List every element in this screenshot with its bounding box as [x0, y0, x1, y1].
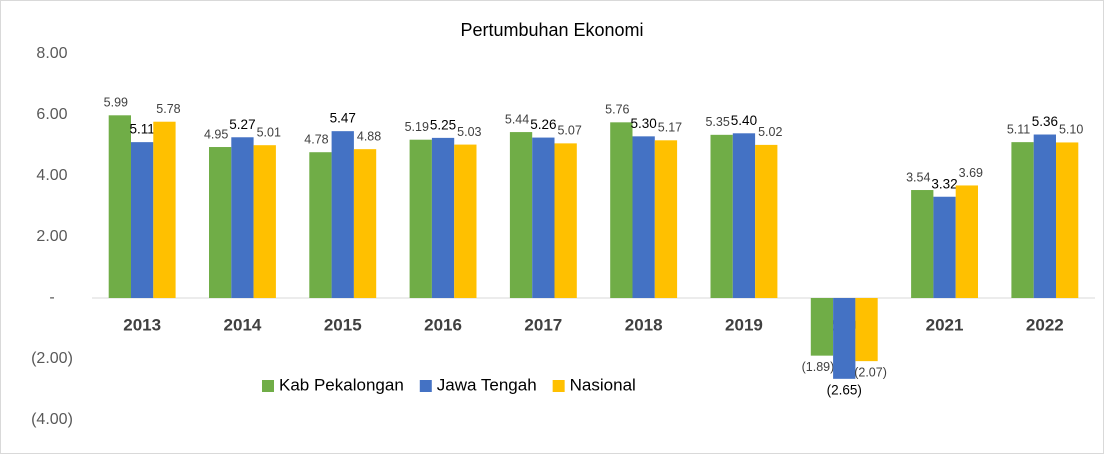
bar: [1011, 142, 1034, 298]
value-label: 5.07: [557, 124, 581, 138]
value-label: 5.36: [1032, 114, 1058, 129]
value-label: 5.27: [229, 117, 255, 132]
y-tick-label: (2.00): [31, 350, 73, 367]
value-label: 4.78: [304, 133, 328, 147]
value-label: 4.95: [204, 127, 228, 141]
value-label: 5.40: [731, 113, 757, 128]
bar: [933, 196, 956, 298]
value-label: 5.26: [530, 117, 556, 132]
bar: [610, 122, 633, 298]
x-tick-label: 2022: [1026, 315, 1064, 334]
value-label: 3.69: [959, 166, 983, 180]
x-tick-label: 2019: [725, 315, 763, 334]
bar: [955, 185, 978, 298]
bar: [710, 134, 733, 298]
value-label: 5.44: [505, 112, 529, 126]
x-tick-label: 2017: [524, 315, 562, 334]
bar: [409, 139, 432, 298]
bar: [911, 190, 934, 298]
x-tick-label: 2013: [123, 315, 161, 334]
value-label: 5.02: [758, 125, 782, 139]
y-tick-label: 6.00: [36, 106, 67, 123]
x-tick-label: 2016: [424, 315, 462, 334]
bar: [554, 143, 577, 298]
legend-label: Jawa Tengah: [437, 375, 537, 394]
legend-swatch: [262, 380, 274, 392]
value-label: 5.01: [257, 125, 281, 139]
bar: [253, 145, 276, 298]
legend-label: Nasional: [570, 375, 636, 394]
value-label: 5.19: [405, 120, 429, 134]
value-label: 5.35: [705, 115, 729, 129]
x-tick-label: 2014: [224, 315, 262, 334]
value-label: 5.30: [631, 116, 657, 131]
y-tick-label: (4.00): [31, 411, 73, 428]
value-label: 5.03: [457, 125, 481, 139]
bar: [353, 149, 377, 298]
bar: [509, 132, 533, 298]
value-label: 5.76: [605, 103, 629, 117]
bar: [532, 137, 555, 298]
value-label: 5.99: [104, 96, 128, 110]
bar: [632, 136, 655, 298]
bar: [108, 115, 131, 299]
value-label: 3.32: [931, 176, 957, 191]
bar: [1033, 134, 1056, 298]
value-label: 5.47: [330, 111, 356, 126]
value-label: 5.25: [430, 117, 456, 132]
value-label: 3.54: [906, 170, 930, 184]
value-label: 5.10: [1059, 123, 1083, 137]
bar: [209, 147, 232, 298]
bar: [131, 142, 154, 298]
value-label: 5.11: [1007, 122, 1030, 136]
y-tick-label: 2.00: [36, 228, 67, 245]
bar: [732, 133, 756, 298]
value-label: 5.17: [658, 121, 682, 135]
bar: [454, 144, 477, 298]
chart-title: Pertumbuhan Ekonomi: [460, 20, 643, 40]
legend-swatch: [419, 380, 432, 392]
value-label: 5.11: [130, 122, 155, 137]
bar: [855, 298, 878, 362]
bar: [309, 152, 332, 298]
bar: [1056, 142, 1079, 298]
value-label: (1.89): [802, 360, 835, 374]
legend-swatch: [552, 380, 565, 392]
value-label: (2.07): [854, 365, 887, 379]
x-tick-label: 2018: [625, 315, 663, 334]
legend-label: Kab Pekalongan: [279, 375, 404, 394]
bar: [331, 131, 354, 298]
bar: [231, 137, 254, 298]
bar: [755, 144, 778, 298]
y-tick-label: -: [49, 289, 54, 306]
y-tick-label: 4.00: [36, 167, 67, 184]
bar: [431, 137, 455, 298]
x-tick-label: 2021: [926, 315, 964, 334]
x-tick-label: 2015: [324, 315, 362, 334]
value-label: 5.78: [156, 102, 180, 116]
value-label: 4.88: [357, 129, 381, 143]
bar: [654, 140, 678, 298]
bar: [810, 298, 834, 356]
bar: [833, 298, 856, 379]
value-label: (2.65): [827, 382, 862, 397]
bar: [153, 121, 176, 299]
y-tick-label: 8.00: [36, 45, 67, 62]
